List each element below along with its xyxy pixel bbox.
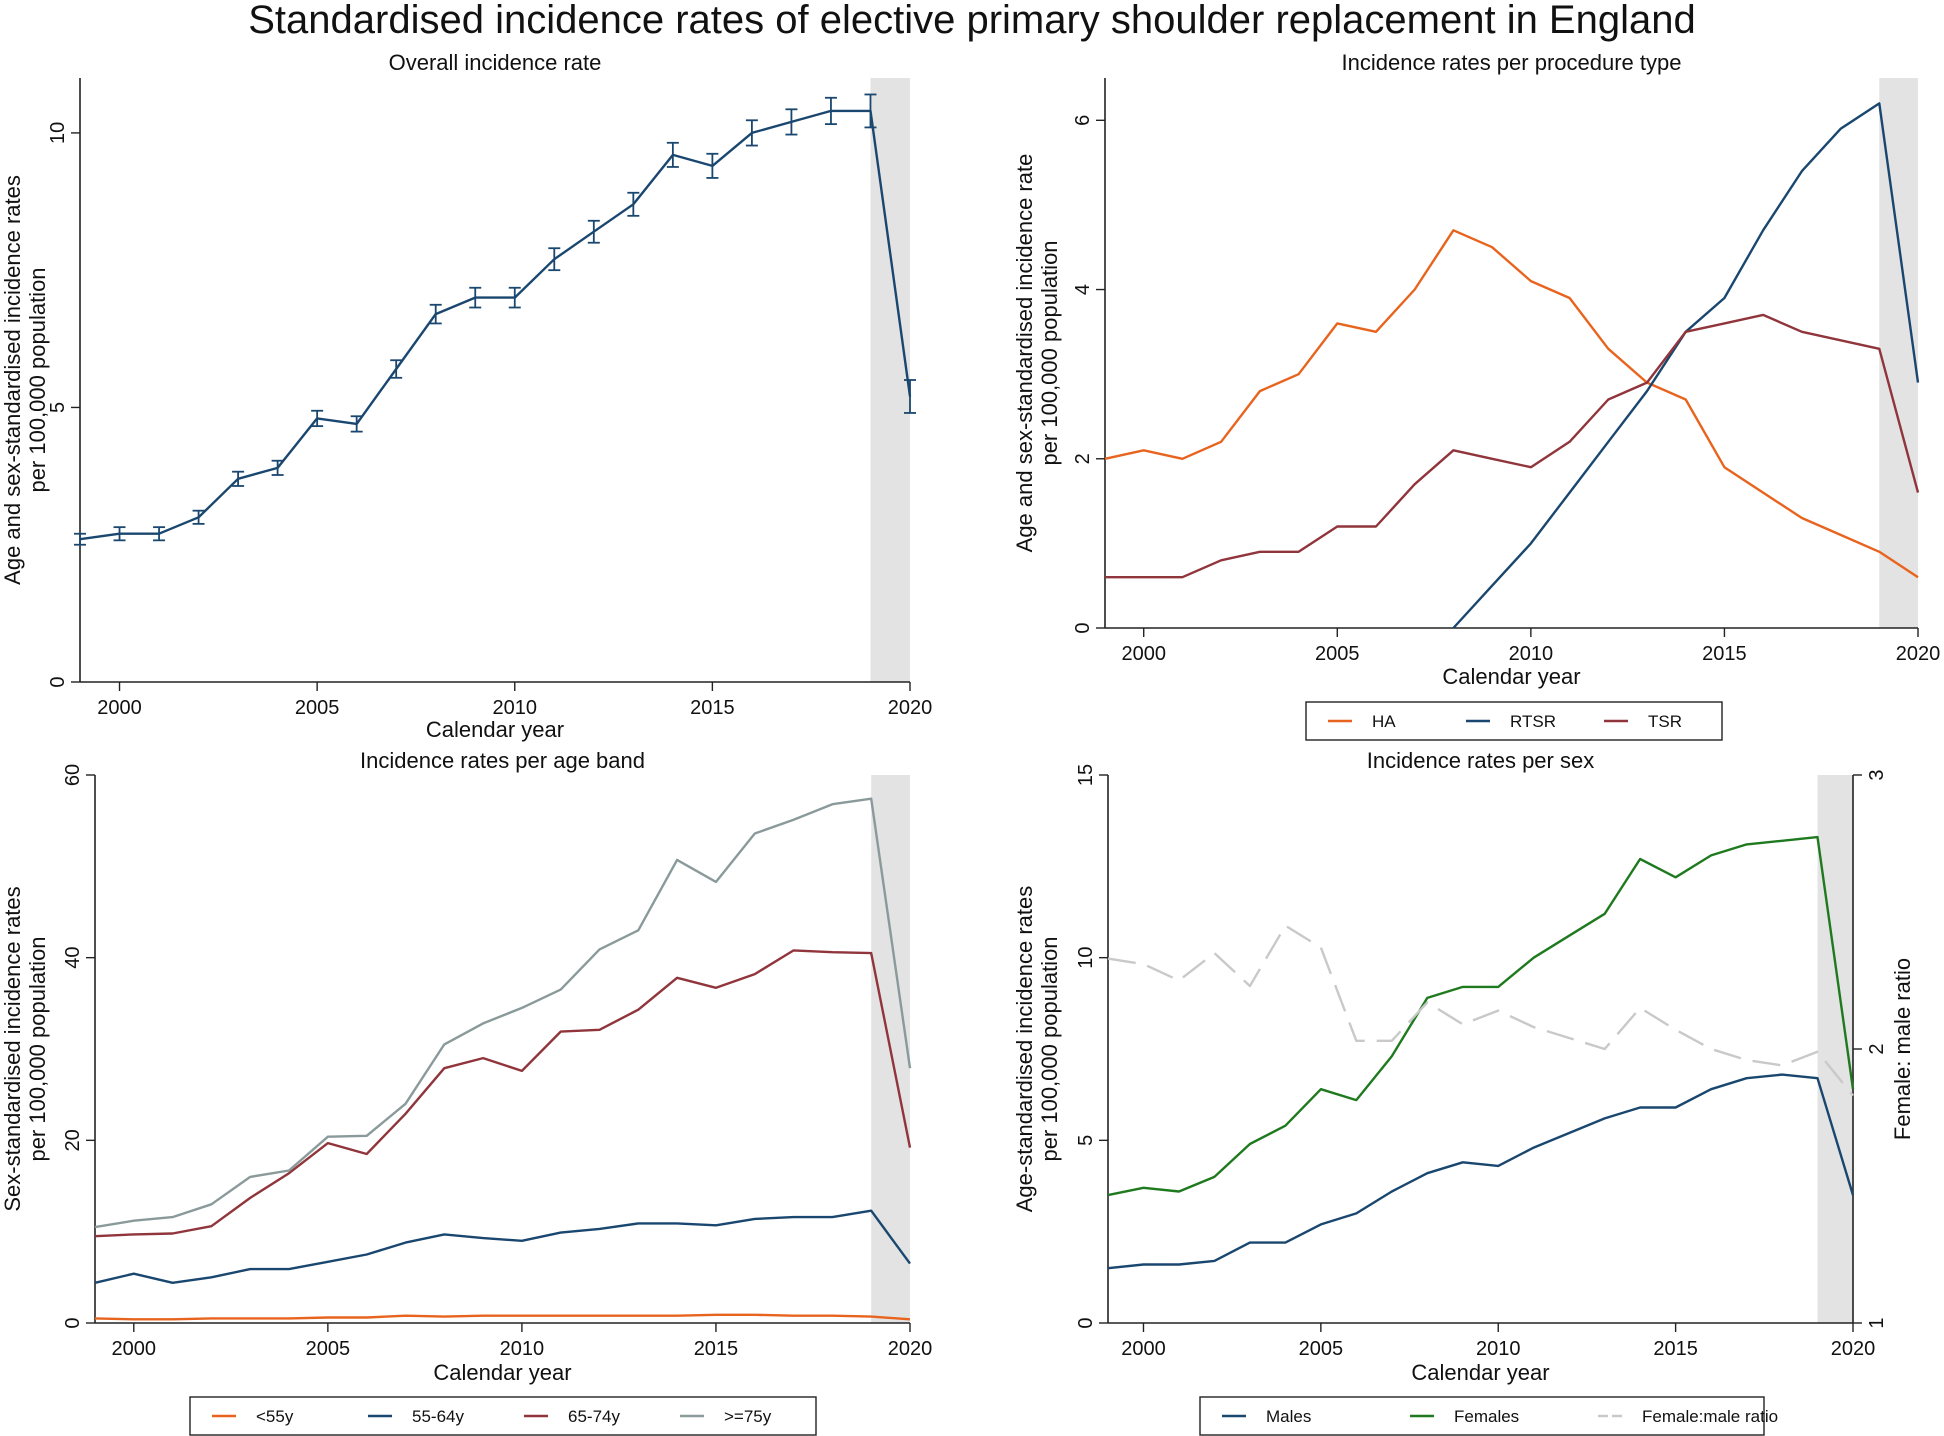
- panel-title: Incidence rates per sex: [1367, 748, 1594, 773]
- panel-title: Incidence rates per procedure type: [1342, 50, 1682, 75]
- y-tick-label: 20: [62, 1129, 84, 1151]
- legend: <55y 55-64y 65-74y >=75y: [189, 1396, 817, 1436]
- figure-title: Standardised incidence rates of elective…: [248, 0, 1696, 42]
- x-tick-label: 2020: [888, 1338, 933, 1360]
- y-axis-label: Age and sex-standardised incidence rates: [0, 175, 25, 585]
- x-tick-label: 2005: [1299, 1338, 1344, 1360]
- x-tick-label: 2015: [1702, 643, 1747, 665]
- legend-label: Females: [1454, 1407, 1519, 1426]
- series-line-rtsr: [1452, 102, 1920, 629]
- chart-panel-3: Incidence rates per age band 2000 2005 2010…: [0, 748, 933, 1436]
- x-tick-label: 2015: [694, 1338, 739, 1360]
- shaded-region: [870, 78, 910, 682]
- x-tick-label: 2020: [1896, 643, 1941, 665]
- y2-tick-label: 3: [1866, 769, 1888, 780]
- y-tick-label: 10: [1075, 947, 1097, 969]
- x-axis-label: Calendar year: [1411, 1360, 1549, 1385]
- legend-box: [1305, 701, 1723, 741]
- y-tick-label: 4: [1072, 284, 1094, 295]
- y-axis-label: Age and sex-standardised incidence rate: [1012, 154, 1037, 553]
- x-tick-label: 2010: [1509, 643, 1554, 665]
- x-tick-label: 2010: [500, 1338, 545, 1360]
- legend: Males Females Female:male ratio: [1199, 1396, 1778, 1436]
- y-tick-label: 5: [47, 402, 69, 413]
- x-tick-label: 2020: [888, 697, 933, 719]
- y-tick-label: 40: [62, 947, 84, 969]
- legend: HA RTSR TSR: [1305, 701, 1723, 741]
- x-axis-label: Calendar year: [1442, 664, 1580, 689]
- y-tick-label: 2: [1072, 453, 1094, 464]
- y-tick-label: 10: [47, 122, 69, 144]
- x-tick-label: 2010: [493, 697, 538, 719]
- legend-label: 55-64y: [412, 1407, 464, 1426]
- y-tick-label: 0: [62, 1317, 84, 1328]
- y-axis-label-line2: per 100,000 population: [25, 267, 50, 492]
- legend-label: HA: [1372, 712, 1396, 731]
- y-axis-label: Sex-standardised incidence rates: [0, 886, 25, 1211]
- series-line-females: [1107, 835, 1855, 1197]
- legend-label: >=75y: [724, 1407, 772, 1426]
- legend-label: Female:male ratio: [1642, 1407, 1778, 1426]
- y-axis-label-line2: per 100,000 population: [25, 936, 50, 1161]
- panel-title: Incidence rates per age band: [360, 748, 645, 773]
- x-tick-label: 2020: [1831, 1338, 1876, 1360]
- series-line-65-74y: [94, 949, 912, 1238]
- legend-label: RTSR: [1510, 712, 1556, 731]
- y-tick-label: 0: [1072, 622, 1094, 633]
- y-axis-label-line2: per 100,000 population: [1037, 240, 1062, 465]
- x-tick-label: 2000: [112, 1338, 157, 1360]
- y-tick-label: 0: [1075, 1317, 1097, 1328]
- legend-box: [189, 1396, 817, 1436]
- x-tick-label: 2015: [690, 697, 735, 719]
- x-tick-label: 2000: [1121, 643, 1166, 665]
- legend-label: Males: [1266, 1407, 1311, 1426]
- legend-label: <55y: [256, 1407, 294, 1426]
- y-tick-label: 6: [1072, 115, 1094, 126]
- y-tick-label: 5: [1075, 1135, 1097, 1146]
- y-tick-label: 15: [1075, 764, 1097, 786]
- series-line-ha: [1104, 229, 1919, 579]
- series-line--55y: [94, 1313, 911, 1321]
- x-tick-label: 2010: [1476, 1338, 1521, 1360]
- x-tick-label: 2005: [306, 1338, 351, 1360]
- series-line-tsr: [1105, 313, 1920, 579]
- shaded-region: [1879, 78, 1918, 628]
- series-line-55-64y: [94, 1209, 911, 1284]
- y-axis-label: Age-standardised incidence rates: [1012, 886, 1037, 1213]
- y2-tick-label: 1: [1866, 1317, 1888, 1328]
- y-axis-label-line2: per 100,000 population: [1037, 936, 1062, 1161]
- x-tick-label: 2005: [295, 697, 340, 719]
- series-line-males: [1107, 1073, 1855, 1270]
- x-axis-label: Calendar year: [433, 1360, 571, 1385]
- legend-box: [1199, 1396, 1765, 1436]
- legend-label: 65-74y: [568, 1407, 620, 1426]
- legend-label: TSR: [1648, 712, 1682, 731]
- x-tick-label: 2000: [97, 697, 142, 719]
- series-line-female-male-ratio: [1107, 924, 1854, 1097]
- chart-panel-1: Overall incidence rate 2000 2005 2010 2015 20…: [0, 50, 932, 742]
- series-line-overall: [79, 109, 912, 541]
- x-tick-label: 2015: [1653, 1338, 1698, 1360]
- x-axis-label: Calendar year: [426, 717, 564, 742]
- series-line--75y: [94, 797, 912, 1229]
- panel-title: Overall incidence rate: [389, 50, 602, 75]
- y-tick-label: 60: [62, 764, 84, 786]
- y2-axis-label: Female: male ratio: [1890, 958, 1915, 1140]
- x-tick-label: 2000: [1121, 1338, 1166, 1360]
- x-tick-label: 2005: [1315, 643, 1360, 665]
- y-tick-label: 0: [47, 676, 69, 687]
- y2-tick-label: 2: [1866, 1043, 1888, 1054]
